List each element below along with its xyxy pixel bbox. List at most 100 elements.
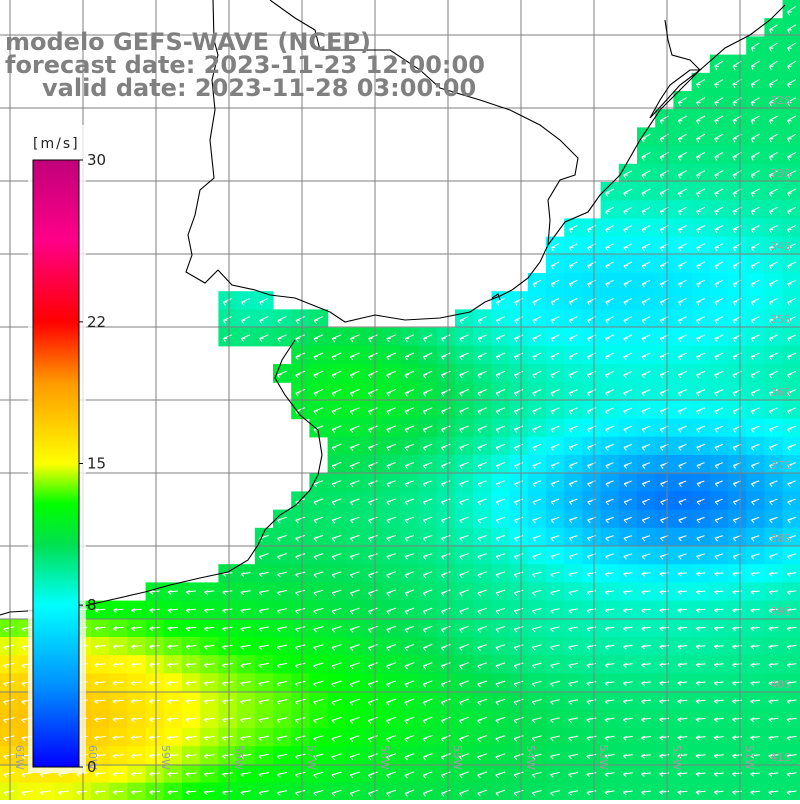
wind-arrow [368,516,378,524]
wind-arrow [623,590,633,595]
wind-arrow [277,334,287,343]
wind-arrow [768,115,778,125]
wind-arrow [94,753,106,759]
wind-arrow [786,663,797,668]
wind-arrow [532,553,542,560]
wind-arrow [696,498,705,506]
wind-arrow [313,644,324,651]
wind-arrow [167,753,179,759]
wind-arrow [331,735,342,742]
wind-arrow [550,644,560,651]
wind-arrow [696,516,705,524]
wind-arrow [531,771,542,778]
wind-arrow [695,662,706,668]
wind-arrow [368,644,378,651]
wind-arrow [677,771,688,777]
wind-arrow [112,626,124,632]
wind-arrow [240,334,251,343]
wind-arrow [531,699,542,706]
wind-arrow [386,370,397,379]
wind-arrow [768,370,778,379]
wind-arrow [76,790,88,796]
wind-arrow [222,735,233,741]
wind-arrow [714,370,724,379]
wind-arrow [696,206,706,215]
wind-arrow [477,334,487,343]
wind-arrow [368,534,378,542]
wind-arrow [441,352,451,361]
wind-arrow [477,443,487,451]
wind-arrow [787,224,797,234]
wind-arrow [677,680,688,686]
wind-arrow [586,735,597,741]
wind-arrow [459,480,469,488]
wind-arrow [787,352,797,361]
wind-arrow [349,716,360,724]
wind-arrow [222,626,233,632]
wind-arrow [750,97,760,107]
wind-arrow [641,735,651,741]
lagoon-patos [649,69,702,119]
wind-arrow [349,425,360,433]
wind-arrow [750,188,760,197]
wind-arrow [696,352,706,361]
wind-arrow [768,316,778,324]
colorbar-ticks: 30 22 15 8 0 [79,151,106,776]
wind-arrow [695,680,706,686]
wind-arrow [568,681,579,687]
wind-arrow [568,480,578,488]
wind-arrow [768,334,778,342]
wind-arrow [349,735,360,742]
lat-label: 38S [770,532,791,545]
wind-arrow [422,662,433,670]
wind-arrow [550,771,560,778]
wind-arrow [641,681,651,686]
wind-arrow [714,407,724,415]
wind-arrow [714,553,724,560]
wind-arrow [240,572,251,577]
wind-arrow [513,717,524,724]
wind-arrow [695,717,706,723]
wind-arrow [714,115,724,125]
wind-arrow [258,753,270,760]
wind-arrow [295,644,306,651]
wind-arrow [750,443,760,451]
wind-arrow [368,370,378,379]
wind-arrow [459,407,469,415]
wind-arrow [440,789,451,797]
wind-arrow [568,334,578,342]
wind-arrow [459,316,469,324]
wind-arrow [441,443,451,451]
wind-arrow [276,589,288,596]
wind-arrow [750,662,761,668]
wind-arrow [750,334,760,343]
wind-arrow [331,370,342,379]
wind-arrow [459,516,469,524]
wind-arrow [678,298,687,306]
wind-arrow [623,553,633,560]
wind-arrow [641,772,651,777]
wind-arrow [203,663,215,668]
wind-arrow [441,480,451,488]
wind-arrow [259,316,269,324]
wind-arrow [276,753,288,760]
wind-arrow [495,716,506,724]
wind-arrow [531,662,542,669]
wind-arrow [750,170,760,179]
wind-arrow [750,590,760,595]
wind-arrow [149,735,161,741]
wind-arrow [641,151,651,161]
wind-arrow [750,316,760,324]
wind-arrow [294,698,306,706]
wind-arrow [149,589,160,595]
wind-arrow [204,608,215,614]
wind-arrow [641,334,651,342]
wind-arrow [367,680,379,688]
wind-arrow [623,206,633,215]
wind-arrow [404,498,415,506]
wind-arrow [313,388,324,397]
wind-arrow [786,772,797,777]
wind-arrow [94,699,106,705]
wind-arrow [786,590,797,595]
wind-arrow [295,334,305,343]
